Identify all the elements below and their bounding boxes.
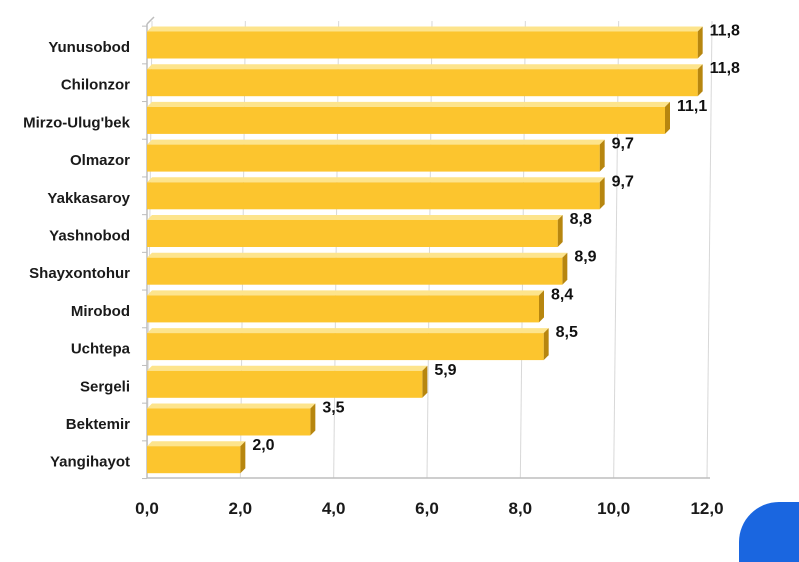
- category-label: Uchtepa: [71, 341, 131, 358]
- x-tick-label: 6,0: [415, 499, 439, 518]
- gridline-x-3: [426, 20, 433, 479]
- bar-side-face: [310, 403, 316, 436]
- gridline-x-5: [613, 20, 620, 479]
- category-label: Mirobod: [71, 303, 130, 320]
- bar-top-face: [147, 290, 544, 296]
- bar-front-face: [147, 182, 600, 210]
- bar-side-face: [562, 252, 568, 285]
- category-label: Yangihayot: [50, 454, 130, 471]
- x-tick-label: 0,0: [135, 499, 159, 518]
- bar-front-face: [147, 257, 563, 285]
- gridline-x-6: [706, 20, 713, 479]
- bar-10: [147, 403, 316, 436]
- bar-7: [147, 290, 544, 323]
- category-label: Yunusobod: [48, 39, 130, 56]
- bar-front-face: [147, 295, 539, 323]
- value-label: 11,1: [677, 98, 707, 115]
- gridline-x-2: [333, 20, 340, 479]
- bar-side-face: [697, 26, 703, 59]
- category-label: Chilonzor: [61, 77, 130, 94]
- bar-front-face: [147, 69, 698, 97]
- category-label: Bektemir: [66, 416, 130, 433]
- gridline-x-1: [239, 20, 246, 479]
- category-label: Yashnobod: [49, 228, 130, 245]
- category-label: Mirzo-Ulug'bek: [23, 114, 131, 131]
- y-axis-depth: [146, 16, 155, 25]
- bar-front-face: [147, 370, 423, 398]
- bar-front-face: [147, 333, 544, 361]
- value-label: 11,8: [710, 60, 740, 77]
- value-label: 11,8: [710, 23, 740, 40]
- x-tick-label: 12,0: [690, 499, 723, 518]
- bar-front-face: [147, 220, 558, 247]
- bar-side-face: [543, 328, 549, 361]
- bar-11: [147, 441, 246, 474]
- category-label: Yakkasaroy: [47, 190, 130, 207]
- bar-8: [147, 328, 549, 361]
- bar-6: [147, 252, 568, 285]
- bar-side-face: [599, 177, 605, 210]
- x-tick-label: 2,0: [229, 499, 253, 518]
- bar-front-face: [147, 106, 665, 134]
- category-label: Sergeli: [80, 378, 130, 395]
- bar-0: [147, 26, 703, 59]
- bar-top-face: [147, 139, 605, 145]
- value-label: 9,7: [612, 173, 634, 190]
- bar-top-face: [147, 441, 246, 447]
- category-label: Olmazor: [70, 152, 130, 169]
- bar-side-face: [599, 139, 605, 172]
- gridline-x-0: [146, 20, 153, 479]
- bar-top-face: [147, 26, 703, 32]
- value-label: 2,0: [252, 437, 274, 454]
- bar-1: [147, 64, 703, 97]
- bar-top-face: [147, 64, 703, 70]
- value-label: 8,5: [556, 324, 578, 341]
- value-label: 3,5: [322, 400, 344, 417]
- x-tick-label: 10,0: [597, 499, 630, 518]
- value-label: 8,8: [570, 211, 592, 228]
- bar-top-face: [147, 177, 605, 183]
- bar-side-face: [697, 64, 703, 97]
- bar-4: [147, 177, 605, 210]
- bar-top-face: [147, 403, 316, 409]
- x-tick-label: 4,0: [322, 499, 346, 518]
- bar-front-face: [147, 144, 600, 172]
- bar-side-face: [557, 215, 563, 247]
- bar-2: [147, 101, 670, 134]
- bar-side-face: [539, 290, 544, 323]
- value-label: 5,9: [434, 362, 456, 379]
- value-label: 8,4: [551, 286, 573, 303]
- value-label: 9,7: [612, 136, 634, 153]
- bar-9: [147, 365, 428, 398]
- bar-top-face: [147, 215, 563, 220]
- bar-front-face: [147, 408, 311, 436]
- bar-top-face: [147, 365, 428, 371]
- bar-front-face: [147, 446, 241, 474]
- bar-5: [147, 215, 563, 247]
- bars: [147, 26, 703, 474]
- labels: 0,0 2,0 4,0 6,0 8,0 10,0 12,0 Yunusobod 11,8 Chil…: [23, 23, 740, 519]
- bar-top-face: [147, 328, 549, 334]
- bar-side-face: [240, 441, 246, 474]
- bar-top-face: [147, 101, 670, 107]
- grid-lines: [146, 20, 713, 479]
- bar-front-face: [147, 31, 698, 59]
- category-label: Shayxontohur: [29, 265, 130, 282]
- axes: [142, 16, 710, 480]
- bar-side-face: [665, 101, 670, 134]
- value-label: 8,9: [574, 249, 596, 266]
- gridline-x-4: [519, 20, 526, 479]
- bar-chart: 0,0 2,0 4,0 6,0 8,0 10,0 12,0 Yunusobod 11,8 Chil…: [23, 16, 740, 519]
- x-tick-label: 8,0: [509, 499, 533, 518]
- bar-top-face: [147, 252, 568, 258]
- bar-side-face: [422, 365, 428, 398]
- bar-3: [147, 139, 605, 172]
